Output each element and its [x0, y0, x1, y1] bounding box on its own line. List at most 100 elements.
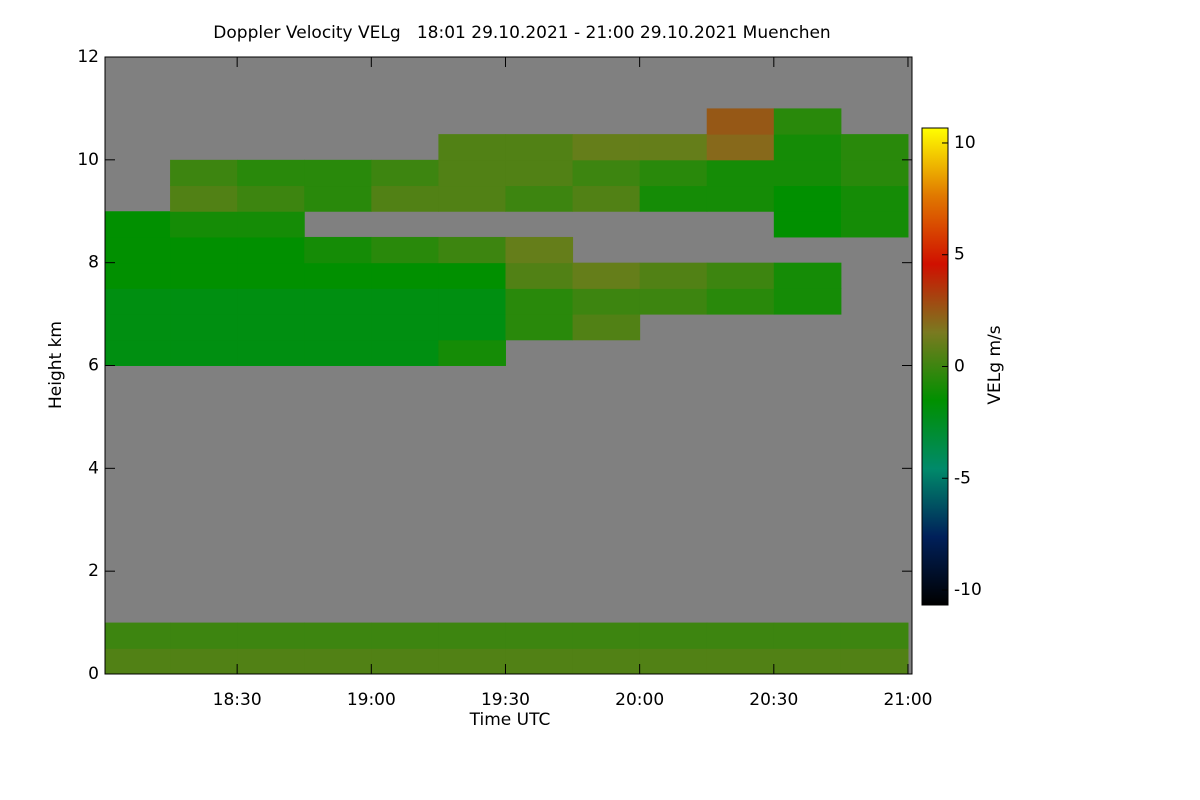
heatmap-cell — [706, 108, 775, 135]
heatmap-cell — [371, 339, 439, 366]
heatmap-cell — [304, 159, 372, 187]
x-tick-label: 20:30 — [749, 690, 798, 710]
x-tick-label: 19:30 — [481, 690, 530, 710]
heatmap-cell — [572, 185, 641, 212]
heatmap-cell — [773, 211, 842, 238]
heatmap-cell — [237, 211, 305, 238]
heatmap-cell — [706, 262, 775, 289]
heatmap-cell — [304, 236, 372, 264]
heatmap-cell — [304, 185, 372, 212]
heatmap-cell — [304, 622, 372, 649]
y-tick-label: 10 — [77, 150, 99, 170]
heatmap-cell — [706, 134, 775, 161]
heatmap-cell — [170, 211, 238, 238]
colorbar-tick-label: 5 — [954, 245, 965, 265]
heatmap-cell — [237, 314, 305, 341]
heatmap-cell — [505, 262, 574, 289]
heatmap-cell — [572, 648, 641, 675]
heatmap-cell — [371, 236, 439, 264]
y-tick-label: 8 — [88, 253, 99, 273]
heatmap-cell — [105, 339, 171, 366]
heatmap-cell — [639, 185, 708, 212]
heatmap-cell — [706, 622, 775, 649]
heatmap-cell — [237, 339, 305, 366]
heatmap-cell — [105, 314, 171, 341]
heatmap-cell — [773, 648, 842, 675]
heatmap-cell — [639, 622, 708, 649]
x-tick-label: 21:00 — [883, 690, 932, 710]
heatmap-cell — [706, 159, 775, 187]
heatmap-cell — [773, 288, 842, 315]
heatmap-cell — [840, 211, 909, 238]
heatmap-cell — [237, 622, 305, 649]
heatmap-cell — [505, 648, 574, 675]
heatmap-cell — [438, 622, 506, 649]
chart-title: Doppler Velocity VELg 18:01 29.10.2021 -… — [213, 23, 830, 43]
colorbar-tick-label: -5 — [954, 468, 971, 488]
heatmap-cell — [170, 622, 238, 649]
heatmap-cell — [304, 339, 372, 366]
heatmap-cell — [639, 288, 708, 315]
y-tick-label: 4 — [88, 458, 99, 478]
y-tick-label: 6 — [88, 356, 99, 376]
heatmap-cell — [170, 236, 238, 264]
heatmap-cell — [170, 262, 238, 289]
heatmap-cell — [237, 159, 305, 187]
heatmap-cell — [105, 211, 171, 238]
heatmap-cell — [572, 288, 641, 315]
heatmap-cell — [572, 262, 641, 289]
heatmap-cell — [105, 236, 171, 264]
heatmap-cell — [572, 314, 641, 341]
heatmap-cell — [639, 262, 708, 289]
heatmap-cell — [438, 262, 506, 289]
heatmap-cell — [438, 288, 506, 315]
y-axis-label: Height km — [46, 321, 66, 409]
heatmap-cell — [304, 262, 372, 289]
heatmap-cell — [505, 159, 574, 187]
y-tick-label: 0 — [88, 664, 99, 684]
heatmap-cell — [438, 185, 506, 212]
heatmap-cell — [773, 185, 842, 212]
heatmap-cell — [237, 648, 305, 675]
heatmap-cell — [105, 648, 171, 675]
heatmap-cell — [572, 134, 641, 161]
heatmap-cell — [304, 648, 372, 675]
heatmap-cell — [304, 288, 372, 315]
heatmap-cell — [371, 288, 439, 315]
heatmap-cell — [371, 159, 439, 187]
heatmap-cell — [505, 134, 574, 161]
heatmap-cell — [773, 134, 842, 161]
heatmap-cell — [371, 622, 439, 649]
heatmap-cell — [505, 314, 574, 341]
heatmap-cell — [706, 185, 775, 212]
heatmap-cell — [706, 288, 775, 315]
heatmap-cell — [105, 288, 171, 315]
heatmap-cell — [170, 185, 238, 212]
heatmap-cell — [304, 314, 372, 341]
heatmap-cell — [706, 648, 775, 675]
heatmap-cell — [438, 159, 506, 187]
heatmap-cell — [773, 108, 842, 135]
heatmap-cell — [170, 288, 238, 315]
heatmap-cell — [840, 622, 909, 649]
x-tick-label: 19:00 — [347, 690, 396, 710]
heatmap-cell — [237, 185, 305, 212]
heatmap-cell — [438, 134, 506, 161]
heatmap-cell — [639, 134, 708, 161]
heatmap-cell — [438, 314, 506, 341]
heatmap-cell — [840, 185, 909, 212]
heatmap-cell — [105, 622, 171, 649]
heatmap-cell — [170, 314, 238, 341]
heatmap-cell — [237, 236, 305, 264]
heatmap-cell — [170, 648, 238, 675]
heatmap-cell — [105, 262, 171, 289]
heatmap-cell — [505, 185, 574, 212]
y-tick-label: 2 — [88, 561, 99, 581]
heatmap-cell — [572, 622, 641, 649]
heatmap-cell — [170, 339, 238, 366]
heatmap-cell — [840, 134, 909, 161]
x-tick-label: 20:00 — [615, 690, 664, 710]
heatmap-cell — [438, 339, 506, 366]
heatmap-cell — [773, 262, 842, 289]
